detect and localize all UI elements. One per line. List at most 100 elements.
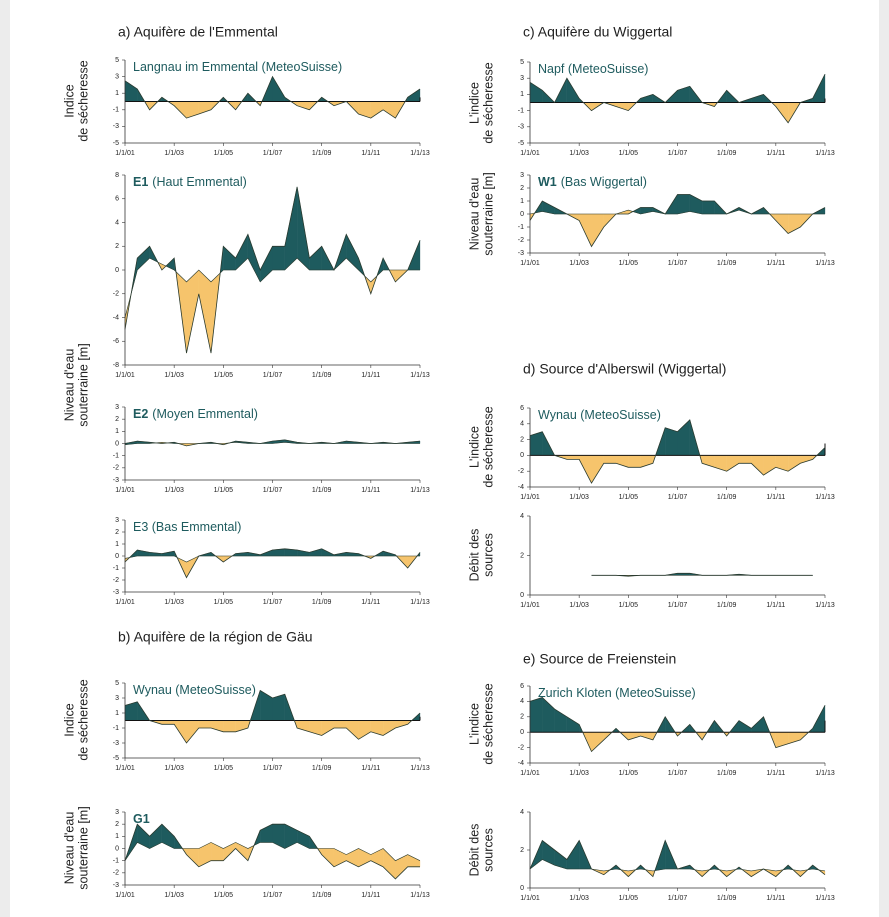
x-tick-label: 1/1/01 — [115, 765, 135, 772]
y-tick-label: -4 — [113, 314, 119, 321]
y-tick-label: -1 — [113, 565, 119, 572]
fill-segment — [137, 823, 150, 849]
y-tick-label: 2 — [115, 243, 119, 250]
fill-segment — [554, 849, 568, 870]
x-tick-label: 1/1/11 — [766, 895, 785, 902]
y-tick-label: 3 — [115, 809, 119, 816]
fill-segment — [296, 101, 310, 111]
x-tick-label: 1/1/11 — [361, 487, 380, 494]
y-tick-label: 0 — [520, 211, 524, 218]
station-label: E1 (Haut Emmental) — [133, 175, 247, 189]
x-tick-label: 1/1/13 — [410, 150, 430, 157]
fill-segment — [346, 234, 359, 271]
x-tick-label: 1/1/09 — [312, 150, 332, 157]
x-tick-label: 1/1/11 — [361, 599, 380, 606]
y-tick-label: 2 — [520, 552, 524, 559]
fill-segment — [174, 101, 187, 119]
y-tick-label: -1 — [113, 725, 119, 732]
y-axis-label: Niveau d'eau — [467, 178, 481, 251]
data-line — [124, 439, 421, 447]
y-tick-label: 8 — [115, 172, 119, 179]
y-tick-label: -1 — [113, 858, 119, 865]
data-line — [529, 194, 826, 248]
x-tick-label: 1/1/09 — [312, 892, 332, 899]
y-tick-label: -2 — [518, 468, 524, 475]
fill-segment — [665, 427, 678, 456]
y-tick-label: 5 — [520, 59, 524, 66]
y-axis-label: sources — [481, 828, 495, 872]
station-code: W1 — [538, 175, 557, 189]
fill-segment — [247, 234, 261, 282]
x-tick-label: 1/1/11 — [766, 494, 785, 501]
station-label: W1 (Bas Wiggertal) — [538, 175, 647, 189]
fill-segment — [751, 716, 764, 733]
y-axis-label: Niveau d'eau — [62, 349, 76, 422]
y-tick-label: -3 — [113, 740, 119, 747]
station-name: Napf (MeteoSuisse) — [538, 62, 648, 76]
y-tick-label: 3 — [115, 695, 119, 702]
y-axis-label: de sécheresse — [481, 62, 495, 143]
y-tick-label: 4 — [520, 809, 524, 816]
station-label: Langnau im Emmental (MeteoSuisse) — [133, 60, 342, 74]
fill-segment — [198, 842, 212, 867]
station-label: E3 (Bas Emmental) — [133, 520, 241, 534]
y-tick-label: -6 — [113, 338, 119, 345]
y-tick-label: -1 — [113, 107, 119, 114]
x-tick-label: 1/1/05 — [619, 494, 639, 501]
y-axis-label: L'indice — [467, 426, 481, 468]
data-line — [124, 842, 421, 862]
x-tick-label: 1/1/03 — [164, 892, 184, 899]
x-tick-label: 1/1/13 — [815, 260, 835, 267]
station-name: E3 (Bas Emmental) — [133, 520, 241, 534]
y-tick-label: 3 — [520, 172, 524, 179]
y-axis-label: souterraine [m] — [76, 806, 90, 889]
y-tick-label: 1 — [115, 90, 119, 97]
fill-segment — [529, 697, 543, 733]
y-tick-label: -3 — [113, 123, 119, 130]
y-tick-label: -5 — [518, 140, 524, 147]
fill-segment — [529, 81, 543, 103]
data-line — [124, 257, 420, 318]
data-line — [124, 75, 421, 119]
fill-segment — [603, 455, 617, 464]
fill-segment — [198, 720, 212, 729]
y-axis-label: Niveau d'eau — [62, 812, 76, 885]
fill-segment — [591, 455, 604, 484]
y-tick-label: 1 — [520, 198, 524, 205]
y-tick-label: -3 — [518, 250, 524, 257]
section-title: e) Source de Freienstein — [523, 651, 676, 667]
x-tick-label: 1/1/05 — [214, 372, 234, 379]
fill-segment — [726, 455, 740, 472]
y-tick-label: 0 — [115, 845, 119, 852]
x-tick-label: 1/1/11 — [361, 892, 380, 899]
x-tick-label: 1/1/07 — [668, 494, 688, 501]
y-tick-label: 0 — [115, 553, 119, 560]
fill-segment — [640, 207, 654, 215]
y-tick-label: 4 — [520, 513, 524, 520]
fill-segment — [309, 548, 322, 557]
section-title: a) Aquifère de l'Emmental — [118, 24, 278, 40]
y-tick-label: 0 — [520, 452, 524, 459]
fill-segment — [186, 269, 199, 354]
fill-segment — [640, 94, 654, 103]
section-title: c) Aquifère du Wiggertal — [523, 24, 672, 40]
station-code: E2 — [133, 407, 148, 421]
y-tick-label: 6 — [520, 405, 524, 412]
y-tick-label: 0 — [520, 885, 524, 892]
fill-segment — [566, 716, 580, 733]
fill-segment — [272, 246, 285, 271]
x-tick-label: 1/1/07 — [263, 599, 283, 606]
fill-segment — [223, 720, 236, 732]
x-tick-label: 1/1/07 — [263, 892, 283, 899]
data-line — [124, 555, 420, 563]
y-axis-label: de sécheresse — [481, 406, 495, 487]
x-tick-label: 1/1/09 — [717, 895, 737, 902]
y-tick-label: 1 — [520, 91, 524, 98]
station-name: (Haut Emmental) — [152, 175, 246, 189]
y-tick-label: 5 — [115, 680, 119, 687]
x-tick-label: 1/1/13 — [410, 372, 430, 379]
data-line — [124, 823, 420, 880]
fill-segment — [284, 186, 298, 271]
